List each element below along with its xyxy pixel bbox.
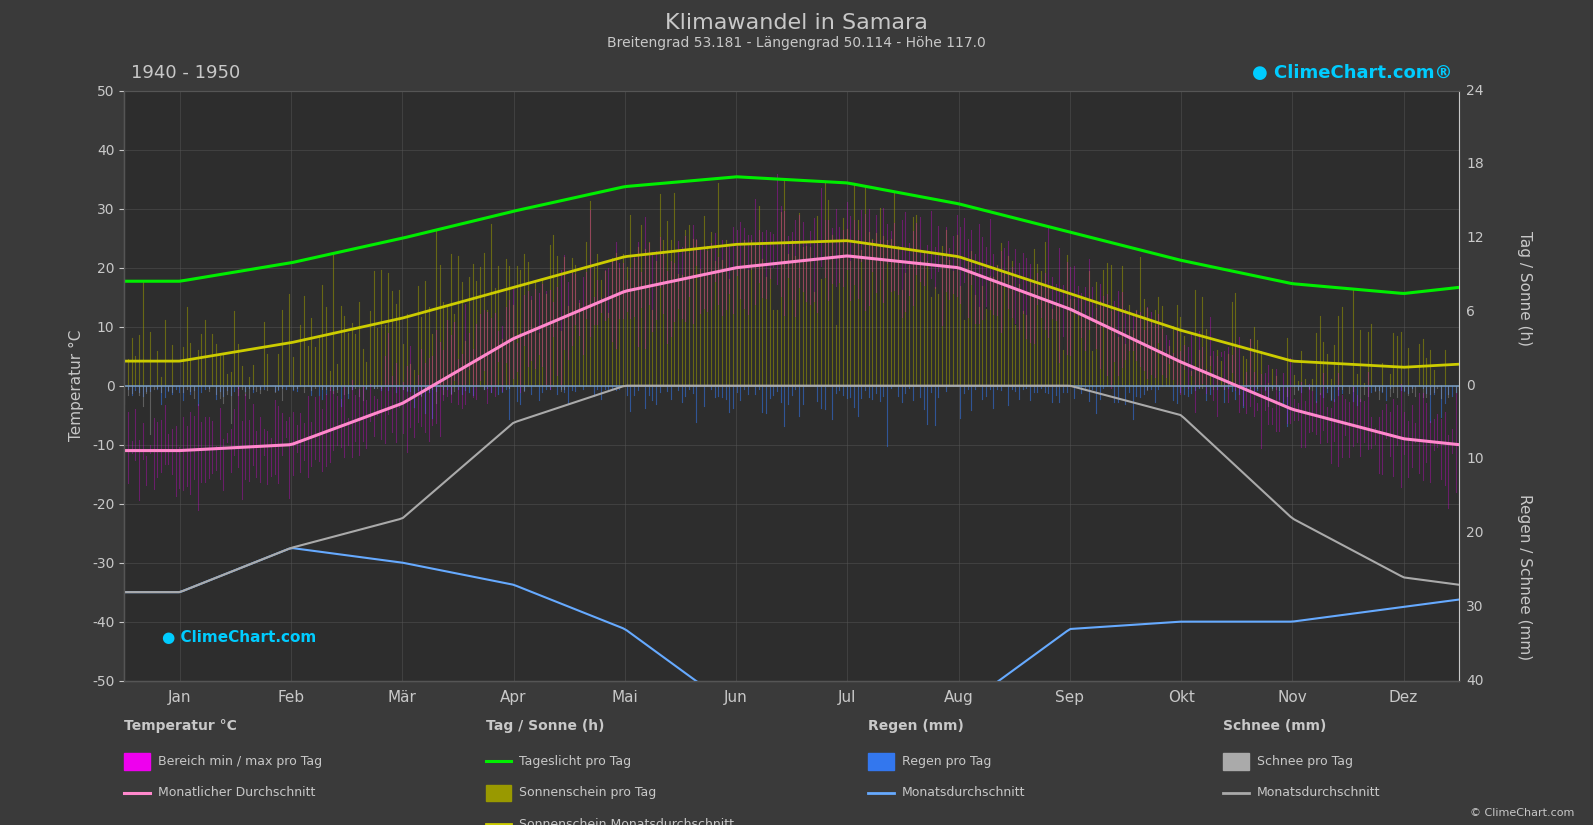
Text: Schnee (mm): Schnee (mm) <box>1223 719 1327 733</box>
Text: Klimawandel in Samara: Klimawandel in Samara <box>664 13 929 33</box>
Y-axis label: Temperatur °C: Temperatur °C <box>68 330 84 441</box>
Text: Temperatur °C: Temperatur °C <box>124 719 237 733</box>
Text: 18: 18 <box>1466 158 1485 172</box>
Text: Monatsdurchschnitt: Monatsdurchschnitt <box>1257 786 1381 799</box>
Text: 1940 - 1950: 1940 - 1950 <box>131 64 241 82</box>
Text: 40: 40 <box>1466 674 1483 687</box>
Text: Monatlicher Durchschnitt: Monatlicher Durchschnitt <box>158 786 315 799</box>
Text: Regen pro Tag: Regen pro Tag <box>902 755 991 768</box>
Text: Tageslicht pro Tag: Tageslicht pro Tag <box>519 755 631 768</box>
Text: 24: 24 <box>1466 84 1483 97</box>
Text: 30: 30 <box>1466 600 1483 614</box>
Text: Schnee pro Tag: Schnee pro Tag <box>1257 755 1352 768</box>
Text: Regen / Schnee (mm): Regen / Schnee (mm) <box>1517 494 1532 661</box>
Text: ● ClimeChart.com: ● ClimeChart.com <box>161 630 315 645</box>
Text: 20: 20 <box>1466 526 1483 540</box>
Text: ● ClimeChart.com®: ● ClimeChart.com® <box>1252 64 1453 82</box>
Text: © ClimeChart.com: © ClimeChart.com <box>1469 808 1574 818</box>
Text: 6: 6 <box>1466 305 1475 319</box>
Text: Sonnenschein Monatsdurchschnitt: Sonnenschein Monatsdurchschnitt <box>519 818 734 825</box>
Text: Tag / Sonne (h): Tag / Sonne (h) <box>486 719 604 733</box>
Text: Monatsdurchschnitt: Monatsdurchschnitt <box>902 786 1026 799</box>
Text: 12: 12 <box>1466 231 1483 245</box>
Text: Breitengrad 53.181 - Längengrad 50.114 - Höhe 117.0: Breitengrad 53.181 - Längengrad 50.114 -… <box>607 36 986 50</box>
Text: Sonnenschein pro Tag: Sonnenschein pro Tag <box>519 786 656 799</box>
Text: Bereich min / max pro Tag: Bereich min / max pro Tag <box>158 755 322 768</box>
Text: Tag / Sonne (h): Tag / Sonne (h) <box>1517 231 1532 346</box>
Text: Regen (mm): Regen (mm) <box>868 719 964 733</box>
Text: 10: 10 <box>1466 452 1483 466</box>
Text: 0: 0 <box>1466 379 1475 393</box>
